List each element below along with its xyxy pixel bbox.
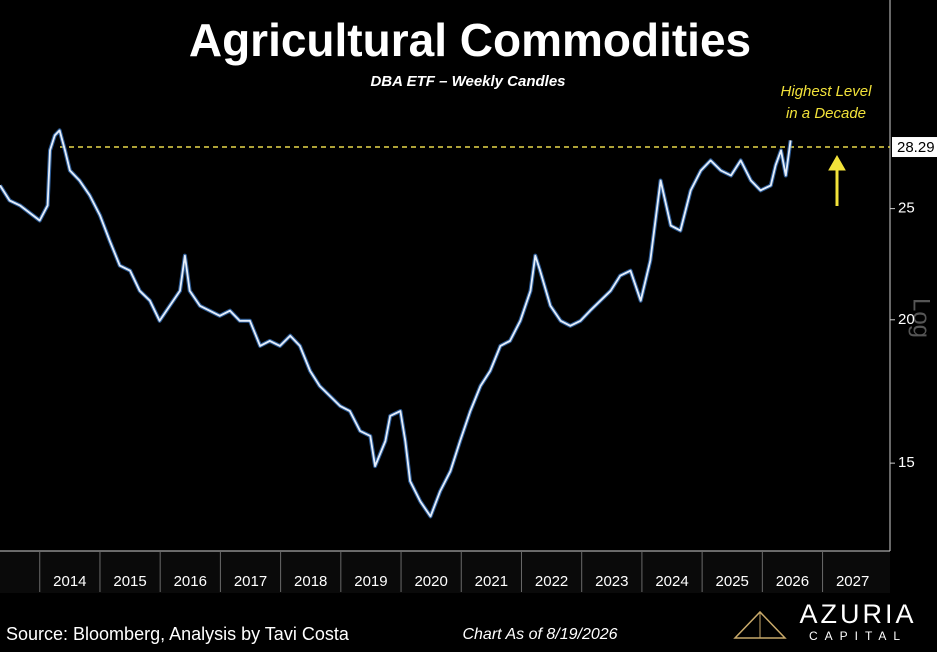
x-tick-label: 2026: [776, 573, 809, 590]
chart-title: Agricultural Commodities: [189, 14, 751, 66]
x-tick-label: 2014: [53, 573, 86, 590]
logo: AZURIA CAPITAL: [733, 599, 916, 643]
y-tick-label: 25: [898, 200, 915, 217]
date-note: Chart As of 8/19/2026: [462, 626, 617, 643]
x-tick-label: 2016: [174, 573, 207, 590]
x-tick-label: 2019: [354, 573, 387, 590]
chart-subtitle: DBA ETF – Weekly Candles: [370, 73, 565, 90]
annotation: Highest Level: [781, 83, 873, 100]
logo-name: AZURIA: [799, 599, 916, 629]
x-axis-band: [0, 551, 890, 593]
x-tick-label: 2021: [475, 573, 508, 590]
x-tick-label: 2023: [595, 573, 628, 590]
x-tick-label: 2025: [716, 573, 749, 590]
scale-label: Log: [908, 298, 935, 338]
price-line: [0, 129, 792, 518]
x-tick-label: 2017: [234, 573, 267, 590]
last-value-label: 28.29: [897, 139, 935, 156]
y-tick-label: 20: [898, 311, 915, 328]
x-tick-label: 2027: [836, 573, 869, 590]
logo-sub: CAPITAL: [809, 629, 907, 643]
x-tick-label: 2022: [535, 573, 568, 590]
annotation: in a Decade: [786, 105, 866, 122]
x-tick-label: 2018: [294, 573, 327, 590]
last-value-box: [892, 137, 937, 158]
x-tick-label: 2024: [655, 573, 688, 590]
y-tick-label: 15: [898, 454, 915, 471]
x-tick-label: 2015: [113, 573, 146, 590]
source-note: Source: Bloomberg, Analysis by Tavi Cost…: [6, 624, 350, 644]
annotation-arrow: [828, 154, 846, 206]
x-tick-label: 2020: [414, 573, 447, 590]
